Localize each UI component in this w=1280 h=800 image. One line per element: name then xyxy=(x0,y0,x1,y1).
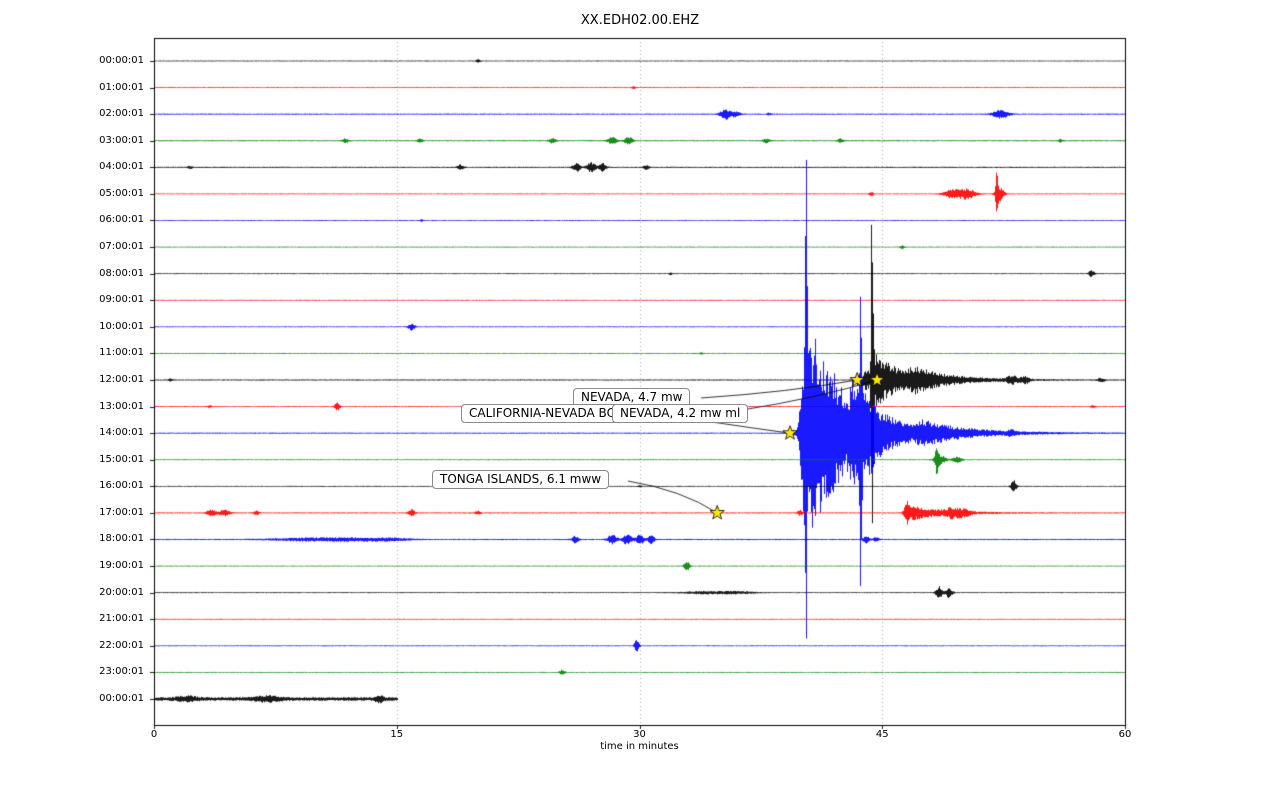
x-axis-title: time in minutes xyxy=(600,741,679,752)
x-axis-tick-label: 45 xyxy=(875,729,889,740)
y-axis-label: 00:00:01 xyxy=(99,55,144,66)
y-axis-label: 03:00:01 xyxy=(99,134,144,146)
y-axis-label: 01:00:01 xyxy=(99,81,144,93)
y-axis-label: 06:00:01 xyxy=(99,214,144,226)
y-axis-label: 09:00:01 xyxy=(99,294,144,306)
y-axis-label: 13:00:01 xyxy=(99,400,144,412)
event-annotation: CALIFORNIA-NEVADA BOR xyxy=(461,404,633,423)
x-axis-tick-label: 30 xyxy=(633,729,646,740)
y-axis-label: 15:00:01 xyxy=(99,453,144,465)
y-axis-label: 07:00:01 xyxy=(99,241,144,253)
plot-title: XX.EDH02.00.EHZ xyxy=(580,13,700,28)
y-axis-label: 23:00:01 xyxy=(99,666,144,678)
y-axis-label: 12:00:01 xyxy=(99,373,144,385)
y-axis-label: 16:00:01 xyxy=(99,480,144,492)
y-axis-label: 17:00:01 xyxy=(99,506,144,518)
y-axis-label: 14:00:01 xyxy=(99,427,144,439)
event-annotation: TONGA ISLANDS, 6.1 mww xyxy=(432,470,610,489)
y-axis-label: 05:00:01 xyxy=(99,187,144,199)
y-axis-label: 22:00:01 xyxy=(99,639,144,651)
y-axis-label: 10:00:01 xyxy=(99,320,144,332)
y-axis-label: 19:00:01 xyxy=(99,560,144,572)
x-axis-tick-label: 0 xyxy=(150,729,158,740)
y-axis-label: 02:00:01 xyxy=(99,108,144,120)
y-axis-label: 20:00:01 xyxy=(99,586,144,598)
y-axis-label: 18:00:01 xyxy=(99,533,144,545)
y-axis-label: 11:00:01 xyxy=(99,347,144,359)
x-axis-tick-label: 60 xyxy=(1118,729,1132,740)
x-axis-tick-label: 15 xyxy=(390,729,404,740)
y-axis-label: 00:00:01 xyxy=(99,692,144,704)
y-axis-label: 04:00:01 xyxy=(99,161,144,173)
event-annotation: NEVADA, 4.2 mw ml xyxy=(612,404,749,423)
event-annotation: NEVADA, 4.7 mw xyxy=(573,388,691,407)
y-axis-label: 21:00:01 xyxy=(99,613,144,625)
y-axis-label: 08:00:01 xyxy=(99,267,144,279)
